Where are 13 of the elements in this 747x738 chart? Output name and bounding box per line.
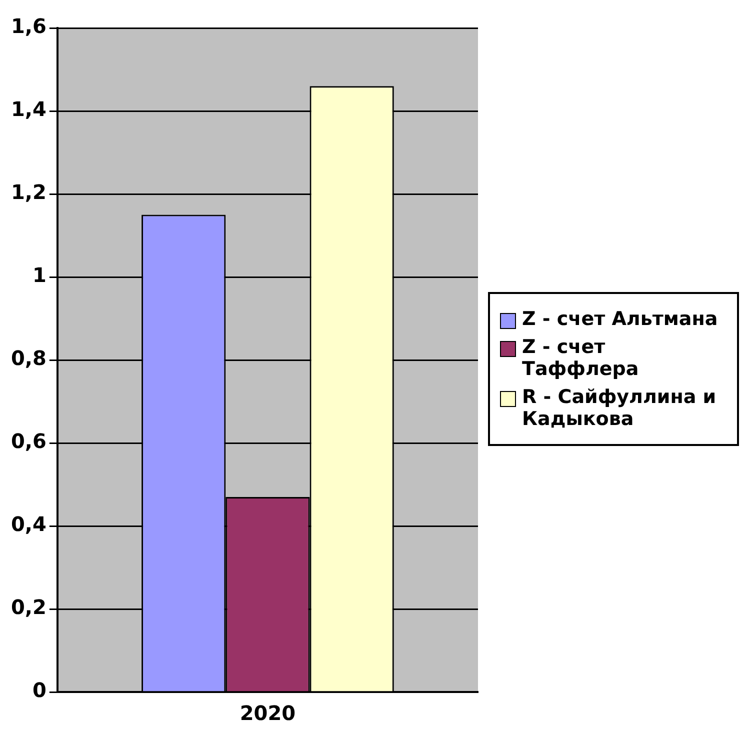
y-tick-label: 0,4 [10,512,46,536]
y-tick-label: 1,6 [10,14,46,38]
legend-label: Z - счет Альтмана [522,308,718,330]
y-tick-label: 0,8 [10,346,46,370]
legend-label: Z - счет Таффлера [522,336,640,380]
y-tick-label: 0 [32,678,46,702]
legend-label: R - Сайфуллина и Кадыкова [522,386,718,430]
x-tick-label: 2020 [240,701,296,726]
y-tick-label: 1,2 [10,180,46,204]
y-tick-label: 0,6 [10,429,46,454]
y-tick-label: 1 [32,263,46,288]
y-tick-label: 0,2 [10,595,46,620]
y-tick-label: 1,4 [10,97,46,122]
